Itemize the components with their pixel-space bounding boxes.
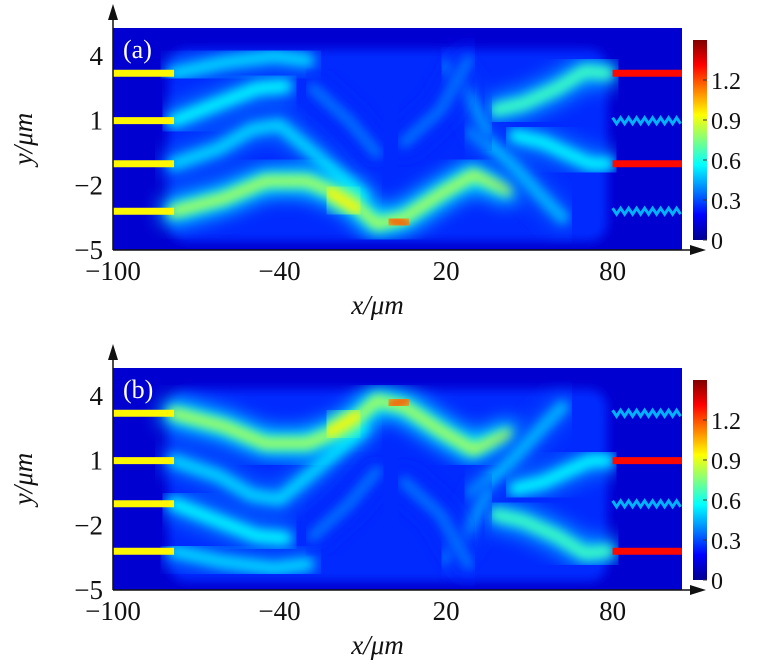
- heatmap-beam: [323, 185, 364, 216]
- output-waveguide-zigzag: [611, 205, 682, 217]
- colorbar-tick-label: 0.9: [711, 109, 741, 135]
- heatmap-area: [113, 368, 682, 590]
- x-tick-label: 20: [433, 596, 460, 626]
- y-axis-label: y/μm: [8, 453, 38, 509]
- y-tick-label: 4: [90, 41, 104, 71]
- y-axis-arrow-icon: [108, 344, 118, 360]
- x-tick-label: −40: [258, 256, 300, 286]
- heatmap-beam: [306, 465, 383, 543]
- y-tick-label: −5: [74, 235, 103, 265]
- x-tick-label: 20: [433, 256, 460, 286]
- y-tick-label: 4: [90, 381, 104, 411]
- colorbar-tick-label: 0.3: [711, 189, 741, 215]
- colorbar-tick-label: 0: [711, 569, 723, 595]
- colorbar-tick-label: 0.6: [711, 489, 741, 515]
- colorbar: [693, 40, 707, 240]
- x-tick-label: 80: [599, 256, 626, 286]
- y-axis-label: y/μm: [8, 113, 38, 169]
- heatmap-beam: [384, 394, 414, 411]
- x-axis-arrow-icon: [690, 245, 706, 255]
- colorbar-tick-label: 1.2: [711, 69, 741, 95]
- heatmap-beam: [467, 125, 569, 224]
- y-tick-label: 1: [90, 446, 104, 476]
- x-axis-label: x/μm: [350, 290, 404, 320]
- colorbar-tick-label: 0: [711, 229, 723, 255]
- heatmap-beam: [168, 422, 369, 506]
- panel-label: (a): [123, 35, 152, 64]
- heatmap-beam: [398, 54, 475, 149]
- heatmap-beam: [467, 400, 569, 500]
- output-waveguide-zigzag: [611, 407, 682, 419]
- colorbar-tick-label: 0.3: [711, 529, 741, 555]
- colorbar-tick-label: 0.6: [711, 149, 741, 175]
- heatmap-beam: [384, 213, 414, 231]
- heatmap-beam: [168, 118, 369, 203]
- colorbar: [693, 380, 707, 580]
- colorbar-tick-label: 0.9: [711, 449, 741, 475]
- y-axis-arrow-icon: [108, 4, 118, 20]
- colorbar-tick-label: 1.2: [711, 409, 741, 435]
- output-waveguide-zigzag: [611, 114, 682, 127]
- heatmap-beam: [398, 476, 475, 571]
- panel-label: (b): [123, 375, 153, 404]
- y-tick-label: −2: [74, 170, 103, 200]
- panel-b: (b) −100 −40 20 80 4 1 −2 −5 x/μm y/μm 0 0.3 0.6 0.9 1.…: [8, 344, 741, 660]
- y-tick-label: 1: [90, 106, 104, 136]
- x-tick-label: −100: [85, 256, 141, 286]
- y-tick-label: −5: [74, 575, 103, 605]
- heatmap-beam: [168, 50, 314, 80]
- panel-a: (a) −100 −40 20 80 4 1 −2 −5 x/μm y/μm 0 0.3 0.6 0.9 1.…: [8, 4, 741, 320]
- output-waveguide-zigzag: [611, 498, 682, 510]
- x-axis-label: x/μm: [350, 630, 404, 660]
- heatmap-beam: [306, 82, 383, 160]
- heatmap-beam: [168, 545, 314, 575]
- x-tick-label: −40: [258, 596, 300, 626]
- x-axis-arrow-icon: [690, 585, 706, 595]
- y-tick-label: −2: [74, 510, 103, 540]
- x-tick-label: 80: [599, 596, 626, 626]
- heatmap-area: [113, 28, 682, 250]
- heatmap-beam: [323, 409, 364, 439]
- x-tick-label: −100: [85, 596, 141, 626]
